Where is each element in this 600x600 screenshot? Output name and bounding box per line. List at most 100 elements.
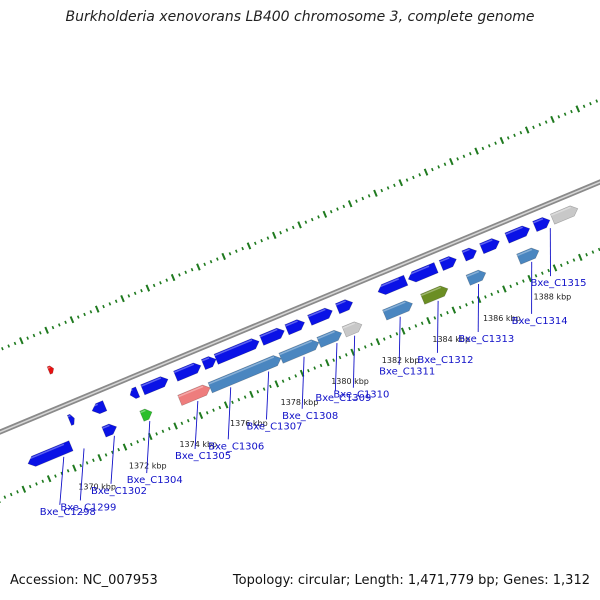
outer-tick — [582, 104, 586, 108]
kbp-label: 1370 kbp — [78, 482, 116, 491]
inner-tick — [205, 411, 209, 415]
outer-tick — [13, 341, 17, 346]
feature-highlight — [279, 340, 313, 356]
inner-tick — [237, 397, 241, 402]
inner-tick — [458, 305, 462, 310]
inner-tick — [591, 250, 595, 254]
inner-tick — [465, 303, 468, 307]
inner-tick — [414, 324, 418, 328]
outer-tick — [575, 105, 581, 113]
outer-tick — [196, 263, 201, 271]
outer-tick — [120, 294, 125, 303]
outer-tick — [89, 310, 93, 314]
outer-tick — [386, 186, 390, 190]
backbone-highlight — [0, 181, 600, 433]
kbp-label: 1372 kbp — [129, 461, 167, 470]
inner-tick — [167, 426, 171, 431]
feature-highlight — [201, 357, 210, 362]
feature-bar — [532, 217, 551, 232]
outer-tick — [272, 231, 277, 240]
inner-tick — [41, 479, 45, 484]
feature-bar — [420, 285, 449, 305]
outer-tick — [550, 115, 555, 124]
inner-tick — [212, 408, 215, 412]
feature-highlight — [335, 300, 346, 306]
outer-tick — [519, 130, 523, 135]
inner-tick — [400, 327, 406, 335]
outer-tick — [114, 299, 118, 303]
outer-tick — [178, 273, 181, 277]
feature-highlight — [516, 248, 533, 257]
inner-tick — [256, 390, 260, 394]
inner-tick — [243, 395, 247, 399]
feature-bar — [341, 321, 363, 338]
outer-tick — [347, 200, 353, 208]
feature-highlight — [406, 265, 430, 277]
inner-tick — [345, 353, 348, 357]
map-title: Burkholderia xenovorans LB400 chromosome… — [65, 9, 535, 25]
inner-tick — [552, 264, 558, 272]
inner-tick — [566, 260, 569, 265]
feature-bar — [316, 329, 343, 348]
inner-tick — [332, 358, 335, 362]
outer-tick — [209, 260, 213, 264]
gene-leader — [352, 335, 356, 388]
outer-tick — [241, 246, 244, 251]
outer-tick — [310, 217, 314, 222]
gene-label: Bxe_C1305 — [175, 451, 231, 462]
feature-highlight — [140, 377, 162, 387]
outer-tick — [462, 154, 466, 159]
topology-text: Topology: circular; Length: 1,471,779 bp… — [232, 573, 590, 588]
outer-tick — [544, 120, 548, 124]
kbp-label: 1382 kbp — [382, 356, 420, 365]
inner-tick — [319, 363, 323, 368]
gene-leader — [334, 343, 338, 392]
inner-tick — [484, 295, 487, 299]
feature-bar — [278, 339, 320, 364]
feature-highlight — [382, 301, 406, 313]
gene-leader — [110, 435, 115, 484]
outer-tick — [423, 168, 429, 176]
kbp-label: 1374 kbp — [179, 440, 217, 449]
inner-tick — [173, 422, 178, 430]
outer-tick — [361, 196, 365, 201]
outer-tick — [317, 215, 320, 219]
feature-bar — [284, 319, 306, 336]
inner-tick — [585, 253, 588, 257]
outer-tick — [266, 236, 270, 240]
outer-tick — [398, 179, 404, 187]
feature-bar — [129, 386, 141, 399]
inner-tick — [130, 442, 133, 447]
inner-tick — [408, 326, 411, 331]
inner-tick — [79, 463, 83, 468]
genome-backbone — [0, 179, 600, 435]
outer-tick — [437, 165, 440, 169]
inner-tick — [471, 300, 475, 304]
kbp-label: 1376 kbp — [230, 419, 268, 428]
inner-tick — [16, 490, 19, 494]
outer-tick — [481, 146, 485, 151]
outer-tick — [329, 209, 333, 214]
feature-highlight — [214, 339, 253, 357]
inner-tick — [28, 484, 32, 489]
outer-tick — [145, 284, 151, 292]
feature-highlight — [128, 389, 133, 393]
feature-bar — [66, 413, 75, 426]
inner-tick — [382, 337, 386, 341]
gene-leader — [59, 456, 65, 505]
inner-tick — [155, 432, 158, 436]
feature-highlight — [505, 226, 523, 236]
feature-highlight — [307, 308, 326, 318]
feature-highlight — [420, 286, 442, 297]
inner-tick — [122, 443, 128, 451]
outer-tick — [474, 147, 479, 155]
feature-highlight — [26, 443, 65, 461]
outer-tick — [235, 249, 238, 253]
inner-tick — [281, 379, 285, 383]
gene-label: Bxe_C1313 — [458, 334, 514, 345]
inner-tick — [395, 332, 399, 336]
outer-tick — [57, 323, 61, 327]
outer-tick — [32, 333, 36, 338]
